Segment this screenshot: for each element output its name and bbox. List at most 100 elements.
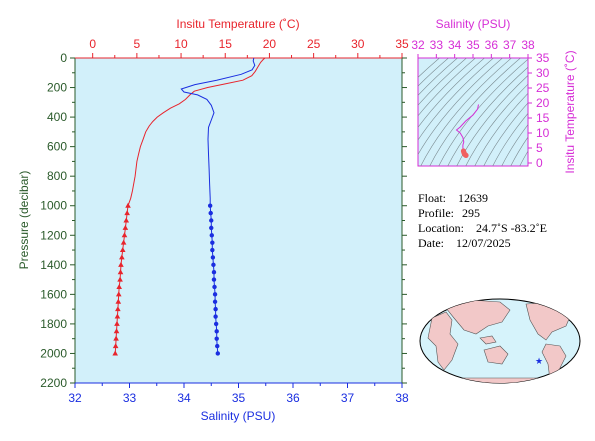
float-location-marker: ★ [535, 357, 543, 367]
ts-density-contour [492, 112, 528, 166]
salinity-point [211, 262, 216, 268]
salinity-point [211, 270, 217, 275]
ts-density-contour [429, 58, 521, 166]
salinity-point [213, 321, 219, 327]
temperature-point [119, 254, 125, 260]
ts-salinity-tick-label: 35 [466, 38, 480, 52]
temperature-axis-title: Insitu Temperature (˚C) [176, 17, 299, 31]
float-value: 12639 [458, 191, 488, 205]
ts-temperature-tick-label: 0 [536, 156, 543, 170]
ts-temperature-tick-label: 10 [536, 126, 550, 140]
ts-density-contours [418, 58, 528, 166]
salinity-point [213, 314, 218, 319]
salinity-point [212, 284, 217, 290]
date-label: Date: [418, 236, 444, 250]
temperature-tick-label: 25 [307, 37, 321, 51]
profile-chart-series [112, 57, 266, 356]
salinity-tick-label: 37 [341, 391, 355, 405]
location-value: 24.7˚S -83.2˚E [476, 221, 547, 235]
ts-point [463, 152, 469, 158]
temperature-point [114, 313, 121, 319]
ts-salinity-tick-label: 32 [411, 38, 425, 52]
pressure-tick-label: 200 [47, 81, 67, 95]
temperature-point [122, 224, 129, 230]
ts-density-contour [483, 102, 528, 166]
ts-density-contour [456, 75, 528, 166]
pressure-tick-label: 2000 [40, 346, 67, 360]
salinity-tick-label: 33 [123, 391, 137, 405]
temperature-tick-label: 30 [351, 37, 365, 51]
temperature-tick-label: 10 [174, 37, 188, 51]
temperature-point [125, 202, 131, 208]
salinity-point [211, 277, 217, 282]
profile-plot-area [74, 57, 403, 384]
profile-chart-ticks: 0 5 10 15 20 25 30 35 32 33 34 35 36 37 38 0 200 400 600 80… [40, 37, 409, 405]
temperature-profile-line [114, 57, 266, 354]
ts-density-contour [510, 136, 528, 166]
temperature-tick-label: 35 [395, 37, 409, 51]
pressure-tick-label: 1000 [40, 199, 67, 213]
temperature-tick-label: 0 [89, 37, 96, 51]
pressure-tick-label: 1400 [40, 258, 67, 272]
date-value: 12/07/2025 [456, 236, 511, 250]
pressure-tick-label: 1800 [40, 317, 67, 331]
temperature-point [115, 306, 121, 312]
salinity-tick-label: 38 [395, 391, 409, 405]
ts-temperature-tick-label: 20 [536, 96, 550, 110]
salinity-point [210, 247, 215, 253]
pressure-tick-label: 800 [47, 169, 67, 183]
temperature-tick-label: 15 [219, 37, 233, 51]
temperature-point [119, 247, 126, 253]
pressure-tick-label: 0 [60, 51, 67, 65]
salinity-tick-label: 35 [232, 391, 246, 405]
salinity-point [207, 203, 213, 208]
ts-density-contour [438, 58, 528, 166]
ts-salinity-tick-label: 33 [430, 38, 444, 52]
ts-density-contour [519, 150, 528, 166]
pressure-tick-label: 1200 [40, 228, 67, 242]
profile-chart: 0 5 10 15 20 25 30 35 32 33 34 35 36 37 38 0 200 400 600 80… [17, 17, 409, 423]
salinity-point [210, 240, 215, 245]
pressure-tick-label: 600 [47, 140, 67, 154]
salinity-tick-label: 36 [286, 391, 300, 405]
salinity-point [212, 292, 218, 297]
pressure-axis-title: Pressure (decibar) [17, 171, 31, 270]
salinity-point [215, 343, 220, 349]
float-label: Float: [418, 191, 446, 205]
salinity-point [215, 351, 220, 356]
temperature-point [114, 320, 120, 326]
float-info-block: Float: 12639 Profile: 295 Location: 24.7… [418, 191, 547, 250]
ts-salinity-tick-label: 38 [521, 38, 535, 52]
ts-density-contour [418, 58, 494, 141]
temperature-point [117, 276, 123, 282]
temperature-point [112, 343, 119, 349]
ts-density-contour [447, 66, 528, 166]
temperature-point [123, 217, 130, 223]
salinity-point [209, 225, 214, 231]
asia-shape [445, 299, 511, 335]
temperature-point [113, 335, 119, 341]
salinity-point [208, 210, 213, 216]
africa-shape [427, 311, 459, 371]
salinity-axis-title: Salinity (PSU) [201, 409, 276, 423]
pressure-tick-label: 1600 [40, 287, 67, 301]
ts-salinity-tick-label: 36 [485, 38, 499, 52]
ts-density-contour [418, 58, 476, 117]
salinity-point [212, 299, 218, 304]
ts-density-contour [418, 58, 485, 128]
ts-salinity-tick-label: 34 [448, 38, 462, 52]
ts-salinity-axis-title: Salinity (PSU) [436, 17, 511, 31]
ts-salinity-tick-label: 37 [503, 38, 517, 52]
ts-density-contour [418, 58, 503, 156]
temperature-point [115, 291, 122, 297]
temperature-point [116, 283, 122, 289]
ts-temperature-tick-label: 15 [536, 111, 550, 125]
salinity-point [209, 218, 214, 223]
world-map: ★ [419, 298, 581, 384]
ts-temperature-axis-title: Insitu Temperature (˚C) [563, 50, 577, 173]
profile-value: 295 [462, 206, 480, 220]
ts-temperature-tick-label: 30 [536, 66, 550, 80]
ts-density-contour [501, 124, 528, 166]
